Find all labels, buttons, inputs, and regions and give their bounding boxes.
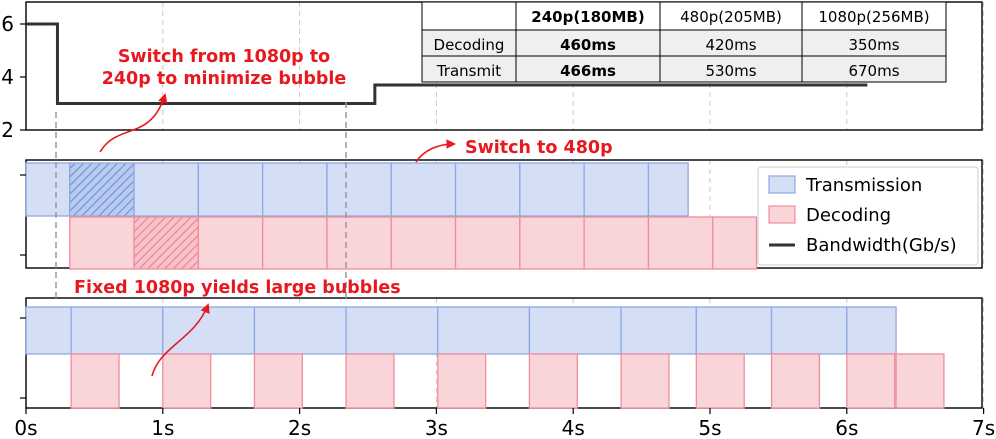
fixed-transmission-bar-0 bbox=[25, 306, 72, 355]
fixed-decoding-bar-7 bbox=[695, 353, 745, 409]
adaptive-transmission-bar-8 bbox=[519, 162, 585, 217]
legend-label-decoding: Decoding bbox=[806, 205, 891, 226]
adaptive-decoding-bar-1 bbox=[133, 216, 200, 270]
legend-swatch-transmission bbox=[768, 175, 796, 194]
bandwidth-panel bbox=[26, 22, 868, 105]
legend-swatch-decoding bbox=[768, 205, 796, 224]
x-tick-label-7: 7s bbox=[972, 416, 995, 439]
fixed-transmission-bar-4 bbox=[345, 306, 439, 355]
x-tick-label-5: 5s bbox=[698, 416, 721, 439]
y-tick-label-1: 4 bbox=[1, 65, 14, 89]
legend-frame bbox=[757, 166, 979, 266]
fixed-decoding-bar-8 bbox=[770, 353, 821, 409]
adaptive-transmission-bar-6 bbox=[390, 162, 457, 217]
table-cell-2-2: 530ms bbox=[705, 62, 756, 80]
table-cell-bg-2-2 bbox=[659, 55, 803, 83]
annotation-arrow-switch-480 bbox=[415, 139, 456, 163]
x-tick-label-2: 2s bbox=[288, 416, 311, 439]
table-cell-2-0: Transmit bbox=[436, 62, 501, 80]
y-tick-label-2: 6 bbox=[1, 12, 14, 36]
fixed-transmission-bar-2 bbox=[162, 306, 256, 355]
adaptive-decoding-bar-3 bbox=[262, 216, 328, 270]
fixed-decoding-bar-0 bbox=[70, 353, 120, 409]
table-cell-1-1: 460ms bbox=[560, 36, 616, 54]
table-cell-bg-2-0 bbox=[421, 55, 517, 83]
adaptive-panel-bars bbox=[25, 162, 758, 270]
adaptive-transmission-bar-1 bbox=[69, 162, 135, 217]
annotations: Switch from 1080p to 240p to minimize bu… bbox=[74, 47, 613, 377]
table-cell-bg-1-3 bbox=[801, 29, 947, 57]
adaptive-transmission-bar-0 bbox=[25, 162, 71, 217]
adaptive-transmission-bar-3 bbox=[197, 162, 264, 217]
annotation-arrow-switch-240 bbox=[99, 93, 168, 153]
fixed-decoding-bar-10 bbox=[895, 353, 945, 409]
adaptive-decoding-bar-4 bbox=[326, 216, 392, 270]
adaptive-transmission-bar-10 bbox=[647, 162, 689, 217]
fixed-transmission-bar-8 bbox=[695, 306, 773, 355]
x-tick-label-6: 6s bbox=[835, 416, 858, 439]
x-axis: 0s 1s 2s 3s 4s 5s 6s 7s bbox=[14, 408, 995, 439]
adaptive-transmission-bar-7 bbox=[454, 162, 521, 217]
adaptive-decoding-bar-5 bbox=[390, 216, 457, 270]
y-tick-label-0: 2 bbox=[1, 118, 14, 142]
fixed-transmission-bar-7 bbox=[620, 306, 697, 355]
table-cell-2-3: 670ms bbox=[848, 62, 899, 80]
table-cell-bg-1-2 bbox=[659, 29, 803, 57]
fixed-decoding-bar-2 bbox=[253, 353, 303, 409]
legend: Transmission Decoding Bandwidth(Gb/s) bbox=[757, 166, 979, 266]
fixed-panel-bars bbox=[25, 306, 945, 409]
annotation-fixed-1080: Fixed 1080p yields large bubbles bbox=[74, 278, 401, 298]
fixed-decoding-bar-1 bbox=[162, 353, 212, 409]
fixed-decoding-bar-3 bbox=[345, 353, 395, 409]
fixed-transmission-bar-1 bbox=[70, 306, 164, 355]
annotation-switch-480: Switch to 480p bbox=[465, 138, 613, 158]
table-cell-1-3: 350ms bbox=[848, 36, 899, 54]
table-cell-0-2: 480p(205MB) bbox=[680, 8, 782, 26]
adaptive-decoding-bar-6 bbox=[454, 216, 521, 270]
legend-label-transmission: Transmission bbox=[805, 175, 922, 196]
fixed-transmission-bar-3 bbox=[253, 306, 347, 355]
fixed-decoding-bar-6 bbox=[620, 353, 670, 409]
annotation-switch-240-line2: 240p to minimize bubble bbox=[102, 69, 347, 89]
y-axis: 2 4 6 bbox=[1, 12, 26, 399]
table-cell-bg-2-1 bbox=[515, 55, 661, 83]
x-tick-label-3: 3s bbox=[425, 416, 448, 439]
table-cell-bg-0-0 bbox=[421, 1, 517, 31]
guide-lines bbox=[55, 102, 347, 300]
table-cell-0-3: 1080p(256MB) bbox=[818, 8, 929, 26]
latency-table: 240p(180MB) 480p(205MB) 1080p(256MB) Decodi… bbox=[421, 1, 947, 83]
fixed-decoding-bar-9 bbox=[846, 353, 896, 409]
table-cell-1-0: Decoding bbox=[434, 36, 505, 54]
adaptive-transmission-bar-5 bbox=[326, 162, 392, 217]
adaptive-decoding-bar-7 bbox=[519, 216, 585, 270]
fixed-decoding-bar-4 bbox=[437, 353, 487, 409]
adaptive-transmission-bar-9 bbox=[583, 162, 650, 217]
table-cell-bg-2-3 bbox=[801, 55, 947, 83]
table-cell-2-1: 466ms bbox=[560, 62, 616, 80]
adaptive-decoding-bar-9 bbox=[647, 216, 714, 270]
legend-label-bandwidth: Bandwidth(Gb/s) bbox=[806, 235, 957, 256]
adaptive-decoding-bar-10 bbox=[712, 216, 758, 270]
x-tick-label-0: 0s bbox=[14, 416, 37, 439]
bandwidth-line bbox=[26, 22, 868, 105]
table-cell-0-1: 240p(180MB) bbox=[531, 8, 644, 26]
x-tick-label-4: 4s bbox=[562, 416, 585, 439]
adaptive-decoding-bar-0 bbox=[69, 216, 135, 270]
adaptive-decoding-bar-8 bbox=[583, 216, 650, 270]
annotation-switch-240-line1: Switch from 1080p to bbox=[118, 47, 330, 67]
fixed-transmission-bar-6 bbox=[528, 306, 622, 355]
x-tick-label-1: 1s bbox=[151, 416, 174, 439]
table-cell-bg-0-3 bbox=[801, 1, 947, 31]
fixed-transmission-bar-9 bbox=[770, 306, 848, 355]
adaptive-decoding-bar-2 bbox=[197, 216, 264, 270]
fixed-decoding-bar-5 bbox=[528, 353, 578, 409]
fixed-transmission-bar-10 bbox=[846, 306, 897, 355]
adaptive-transmission-bar-2 bbox=[133, 162, 200, 217]
adaptive-transmission-bar-4 bbox=[262, 162, 328, 217]
table-cell-1-2: 420ms bbox=[705, 36, 756, 54]
annotation-arrow-fixed-1080 bbox=[151, 303, 210, 377]
fixed-transmission-bar-5 bbox=[437, 306, 531, 355]
